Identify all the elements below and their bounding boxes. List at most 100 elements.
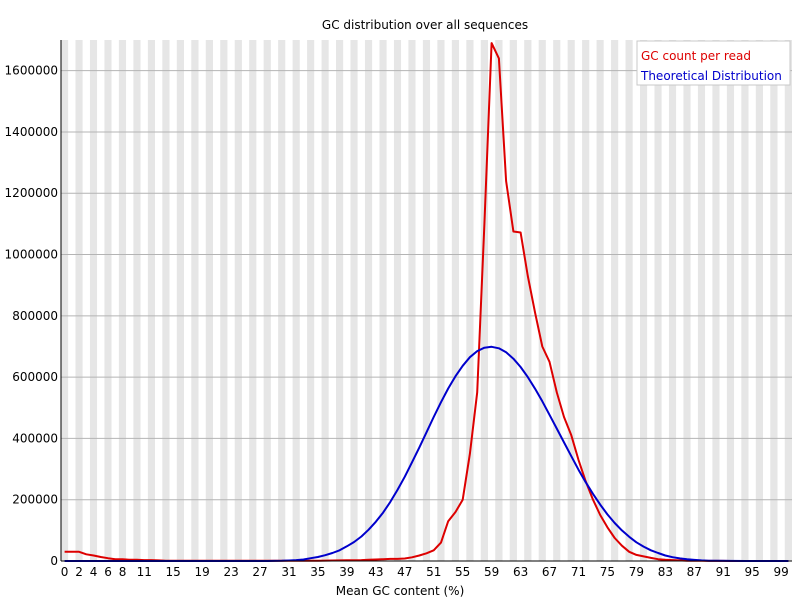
y-tick-label: 1200000 <box>5 186 58 200</box>
background-stripe <box>205 40 213 561</box>
background-stripe <box>430 40 438 561</box>
background-stripe <box>466 40 474 561</box>
background-stripe <box>227 40 235 561</box>
background-stripe <box>611 40 619 561</box>
x-tick-label: 71 <box>571 565 586 579</box>
background-stripe <box>531 40 539 561</box>
x-tick-label: 55 <box>455 565 470 579</box>
background-stripe <box>241 40 250 561</box>
background-stripe <box>654 40 662 561</box>
background-stripe <box>140 40 148 561</box>
x-tick-label: 23 <box>223 565 238 579</box>
background-stripe <box>263 40 271 561</box>
background-stripe <box>249 40 257 561</box>
background-stripe <box>459 40 467 561</box>
background-stripe <box>748 40 756 561</box>
background-stripe <box>307 40 315 561</box>
background-stripe <box>408 40 416 561</box>
background-stripe <box>415 40 423 561</box>
x-tick-label: 59 <box>484 565 499 579</box>
background-stripe <box>488 40 496 561</box>
background-stripe <box>596 40 604 561</box>
background-stripe <box>357 40 365 561</box>
background-stripe <box>220 40 228 561</box>
legend: GC count per read Theoretical Distributio… <box>636 40 791 86</box>
background-stripe <box>690 40 698 561</box>
y-tick-label: 1400000 <box>5 125 58 139</box>
background-stripe <box>89 40 98 561</box>
background-stripe <box>111 40 119 561</box>
background-stripe <box>632 40 641 561</box>
background-stripe <box>364 40 373 561</box>
background-stripe <box>350 40 358 561</box>
background-stripe <box>574 40 583 561</box>
x-tick-label: 63 <box>513 565 528 579</box>
background-stripe <box>509 40 517 561</box>
background-stripe <box>603 40 612 561</box>
y-tick-label: 600000 <box>12 370 58 384</box>
background-stripe <box>234 40 242 561</box>
x-tick-label: 27 <box>252 565 267 579</box>
background-stripe <box>480 40 489 561</box>
y-tick-label: 400000 <box>12 431 58 445</box>
x-tick-label: 15 <box>166 565 181 579</box>
x-tick-label: 43 <box>368 565 383 579</box>
legend-entry: Theoretical Distribution <box>640 69 782 83</box>
background-stripe <box>545 40 554 561</box>
background-stripe <box>734 40 742 561</box>
background-stripe <box>169 40 177 561</box>
x-tick-label: 87 <box>687 565 702 579</box>
background-stripe <box>582 40 590 561</box>
x-tick-label: 4 <box>90 565 98 579</box>
background-stripe <box>61 40 69 561</box>
background-stripe <box>191 40 199 561</box>
x-tick-label: 51 <box>426 565 441 579</box>
legend-entry: GC count per read <box>641 49 751 63</box>
background-stripe <box>379 40 387 561</box>
background-stripe <box>256 40 264 561</box>
background-stripe <box>299 40 308 561</box>
x-tick-label: 2 <box>75 565 83 579</box>
background-stripe <box>184 40 192 561</box>
background-stripe <box>155 40 163 561</box>
background-stripe <box>640 40 648 561</box>
background-stripe <box>495 40 503 561</box>
x-tick-label: 91 <box>716 565 731 579</box>
background-stripe <box>553 40 561 561</box>
background-stripe <box>770 40 778 561</box>
background-stripe <box>162 40 170 561</box>
background-stripe <box>589 40 597 561</box>
x-tick-label: 6 <box>104 565 112 579</box>
background-stripe <box>147 40 156 561</box>
axes <box>60 40 792 562</box>
background-stripe <box>625 40 633 561</box>
background-stripe <box>68 40 76 561</box>
background-stripe <box>212 40 221 561</box>
background-stripe <box>104 40 112 561</box>
background-stripe <box>292 40 300 561</box>
background-stripe <box>763 40 771 561</box>
background-stripe <box>777 40 785 561</box>
y-tick-label: 0 <box>50 554 58 568</box>
background-stripe <box>285 40 293 561</box>
x-tick-label: 11 <box>137 565 152 579</box>
background-stripe <box>321 40 329 561</box>
background-stripe <box>97 40 105 561</box>
background-stripe <box>393 40 402 561</box>
y-tick-label: 200000 <box>12 493 58 507</box>
background-stripe <box>683 40 691 561</box>
y-tick-label: 1000000 <box>5 248 58 262</box>
background-stripe <box>516 40 525 561</box>
x-tick-label: 75 <box>600 565 615 579</box>
background-stripe <box>538 40 546 561</box>
background-stripe <box>176 40 185 561</box>
x-axis-ticks: 0 2 4 6 8 11 15 19 23 27 31 35 39 43 47 51 55 59 63 67 71 75 7… <box>61 565 789 579</box>
background-stripe <box>118 40 127 561</box>
x-tick-label: 31 <box>281 565 296 579</box>
background-stripe <box>314 40 322 561</box>
background-stripe <box>278 40 286 561</box>
background-stripe <box>502 40 510 561</box>
background-stripe <box>784 40 792 561</box>
background-stripe <box>668 40 677 561</box>
